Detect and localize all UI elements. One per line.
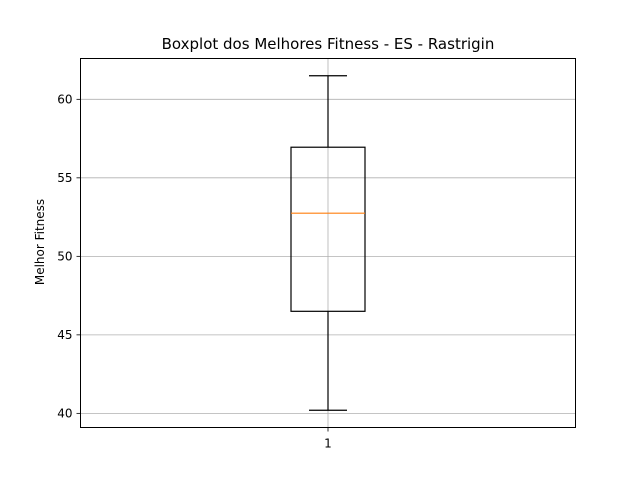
axis-ticks: 40 45 50 55 60 1 bbox=[57, 92, 332, 450]
y-tick-label: 55 bbox=[57, 171, 72, 185]
chart-title: Boxplot dos Melhores Fitness - ES - Rast… bbox=[162, 35, 495, 53]
y-tick-label: 50 bbox=[57, 249, 72, 263]
x-tick-label: 1 bbox=[324, 437, 332, 451]
y-tick-label: 45 bbox=[57, 328, 72, 342]
box-series bbox=[290, 75, 366, 411]
iqr-box bbox=[290, 146, 366, 312]
y-tick-label: 60 bbox=[57, 92, 72, 106]
y-tick-label: 40 bbox=[57, 406, 72, 420]
y-axis-label: Melhor Fitness bbox=[33, 199, 47, 285]
